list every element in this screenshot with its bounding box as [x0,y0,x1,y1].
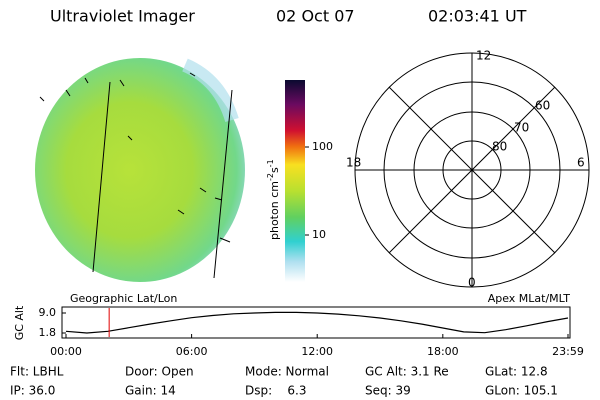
mlat-label: 70 [514,121,529,135]
x-tick-label: 12:00 [301,345,333,358]
label-part: -1 [266,159,275,167]
x-tick-label: 00:00 [50,345,82,358]
info-field: Flt: LBHL [10,365,64,379]
info-field: Seq: 39 [365,384,411,398]
globe-image [35,58,245,282]
colorbar [285,80,305,282]
colorbar-tick: 10 [312,228,326,241]
panel-label: Apex MLat/MLT [488,292,571,305]
time: 02:03:41 UT [428,7,527,26]
label-part: photon cm [268,181,281,240]
mlt-label: 0 [468,276,476,290]
x-tick-label: 18:00 [427,345,459,358]
polar-grid [354,52,590,288]
info-field: GLon: 105.1 [485,384,558,398]
mlat-label: 60 [535,99,550,113]
info-field: Dsp: 6.3 [245,384,307,398]
mlt-label: 6 [577,156,585,170]
y-tick-label: 1.8 [39,326,57,339]
info-panel: Flt: LBHL Door: Open Mode: Normal GC Alt: 3… [10,365,558,398]
info-field: IP: 36.0 [10,384,55,398]
altitude-curve [65,311,569,334]
date: 02 Oct 07 [276,7,355,26]
label-part: -2 [266,173,275,181]
x-tick-label: 06:00 [176,345,208,358]
title: Ultraviolet Imager [50,7,195,26]
info-field: Gain: 14 [125,384,176,398]
panel-label: Geographic Lat/Lon [70,292,177,305]
colorbar-label: photon cm-2s-1 [266,159,282,240]
info-field: GLat: 12.8 [485,365,548,379]
altitude-plot: GC Alt 9.0 1.8 00:00 06:00 12:00 18:00 23:59 [13,305,584,358]
label-part: s [268,167,281,173]
colorbar-tick: 100 [312,140,333,153]
info-field: Door: Open [125,365,194,379]
x-tick-label: 23:59 [552,345,584,358]
info-field: GC Alt: 3.1 Re [365,365,449,379]
mlat-label: 80 [492,140,507,154]
info-field: Mode: Normal [245,365,329,379]
y-tick-label: 9.0 [39,306,57,319]
y-label: GC Alt [13,305,26,340]
mlt-label: 12 [476,49,491,63]
mlt-label: 18 [346,156,361,170]
